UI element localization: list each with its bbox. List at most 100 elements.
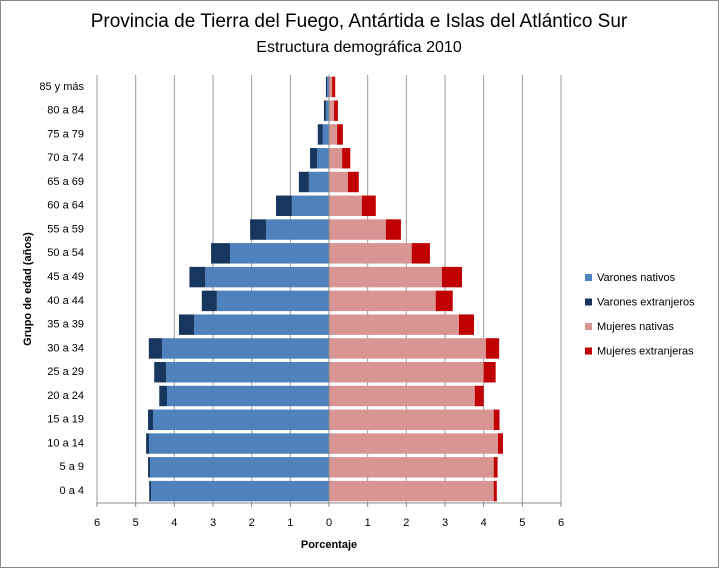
- y-tick-label: 65 a 69: [47, 176, 84, 188]
- bar: [329, 195, 362, 217]
- x-tick-label: 1: [287, 517, 293, 529]
- bar: [317, 147, 329, 169]
- bar: [329, 124, 338, 145]
- legend-swatch: [585, 323, 592, 330]
- bar: [329, 409, 494, 431]
- x-tick-label: 3: [210, 517, 216, 529]
- y-tick-label: 85 y más: [39, 81, 84, 93]
- bar: [329, 480, 494, 502]
- bar: [334, 100, 338, 121]
- bar: [149, 457, 329, 478]
- bar: [329, 266, 442, 288]
- bar: [332, 76, 336, 98]
- bar: [194, 314, 329, 335]
- bar: [329, 171, 348, 193]
- chart-title: Provincia de Tierra del Fuego, Antártida…: [91, 11, 628, 32]
- bar: [317, 124, 323, 145]
- y-tick-label: 60 a 64: [47, 200, 84, 212]
- legend-swatch: [585, 298, 592, 306]
- legend-label: Mujeres nativas: [597, 321, 675, 333]
- x-tick-label: 1: [365, 517, 371, 529]
- x-tick-label: 4: [171, 517, 177, 529]
- bar: [166, 361, 329, 383]
- bar: [347, 171, 359, 193]
- bar: [361, 195, 376, 217]
- y-tick-label: 80 a 84: [47, 105, 84, 117]
- bar: [342, 147, 351, 169]
- x-tick-label: 6: [94, 517, 100, 529]
- bar: [441, 266, 463, 288]
- x-tick-label: 0: [326, 517, 332, 529]
- bar: [327, 76, 329, 98]
- y-tick-label: 15 a 19: [47, 414, 84, 426]
- bar: [178, 314, 195, 335]
- bar: [329, 76, 333, 98]
- y-tick-label: 40 a 44: [47, 295, 84, 307]
- legend-swatch: [585, 274, 592, 281]
- bar: [211, 243, 231, 264]
- bar: [329, 385, 475, 407]
- bar: [146, 433, 150, 454]
- bar: [329, 433, 498, 454]
- x-tick-label: 6: [558, 517, 564, 529]
- x-tick-label: 2: [403, 517, 409, 529]
- bar: [205, 266, 329, 288]
- bar: [493, 409, 500, 431]
- y-tick-label: 25 a 29: [47, 366, 84, 378]
- y-tick-label: 50 a 54: [47, 247, 84, 259]
- bar: [298, 171, 309, 193]
- bar: [329, 100, 335, 121]
- bar: [149, 480, 152, 502]
- bar: [485, 338, 500, 359]
- y-tick-label: 55 a 59: [47, 223, 84, 235]
- bar: [291, 195, 329, 217]
- bar: [483, 361, 496, 383]
- bar: [329, 147, 343, 169]
- bar: [148, 338, 162, 359]
- x-tick-label: 2: [249, 517, 255, 529]
- y-tick-label: 30 a 34: [47, 342, 84, 354]
- bar: [166, 385, 329, 407]
- bar: [458, 314, 474, 335]
- x-tick-label: 5: [133, 517, 139, 529]
- x-tick-label: 4: [481, 517, 487, 529]
- bar: [325, 76, 328, 98]
- legend-label: Varones extranjeros: [597, 296, 695, 308]
- bar: [148, 457, 150, 478]
- bar: [230, 243, 329, 264]
- bar: [149, 433, 329, 454]
- bar: [153, 409, 329, 431]
- x-tick-label: 3: [442, 517, 448, 529]
- bar: [329, 290, 436, 312]
- bar: [189, 266, 206, 288]
- bar: [329, 219, 386, 240]
- y-tick-label: 0 a 4: [60, 485, 84, 497]
- y-tick-label: 45 a 49: [47, 271, 84, 283]
- bar: [216, 290, 329, 312]
- x-tick-label: 5: [519, 517, 525, 529]
- legend-label: Varones nativos: [597, 272, 676, 284]
- chart-subtitle: Estructura demográfica 2010: [256, 39, 462, 56]
- bar: [329, 457, 494, 478]
- bar: [310, 147, 318, 169]
- bar: [276, 195, 292, 217]
- bar: [159, 385, 167, 407]
- bar: [329, 243, 412, 264]
- bar: [154, 361, 167, 383]
- y-tick-label: 75 a 79: [47, 128, 84, 140]
- bar: [151, 480, 329, 502]
- y-axis-label: Grupo de edad (años): [22, 232, 34, 346]
- legend-swatch: [585, 347, 592, 355]
- bar: [497, 433, 503, 454]
- bar: [329, 314, 459, 335]
- bar: [250, 219, 266, 240]
- bar: [435, 290, 453, 312]
- bar: [308, 171, 329, 193]
- bar: [148, 409, 154, 431]
- bar: [325, 100, 329, 121]
- bar: [411, 243, 430, 264]
- bar: [337, 124, 343, 145]
- bar: [329, 361, 484, 383]
- bar: [474, 385, 484, 407]
